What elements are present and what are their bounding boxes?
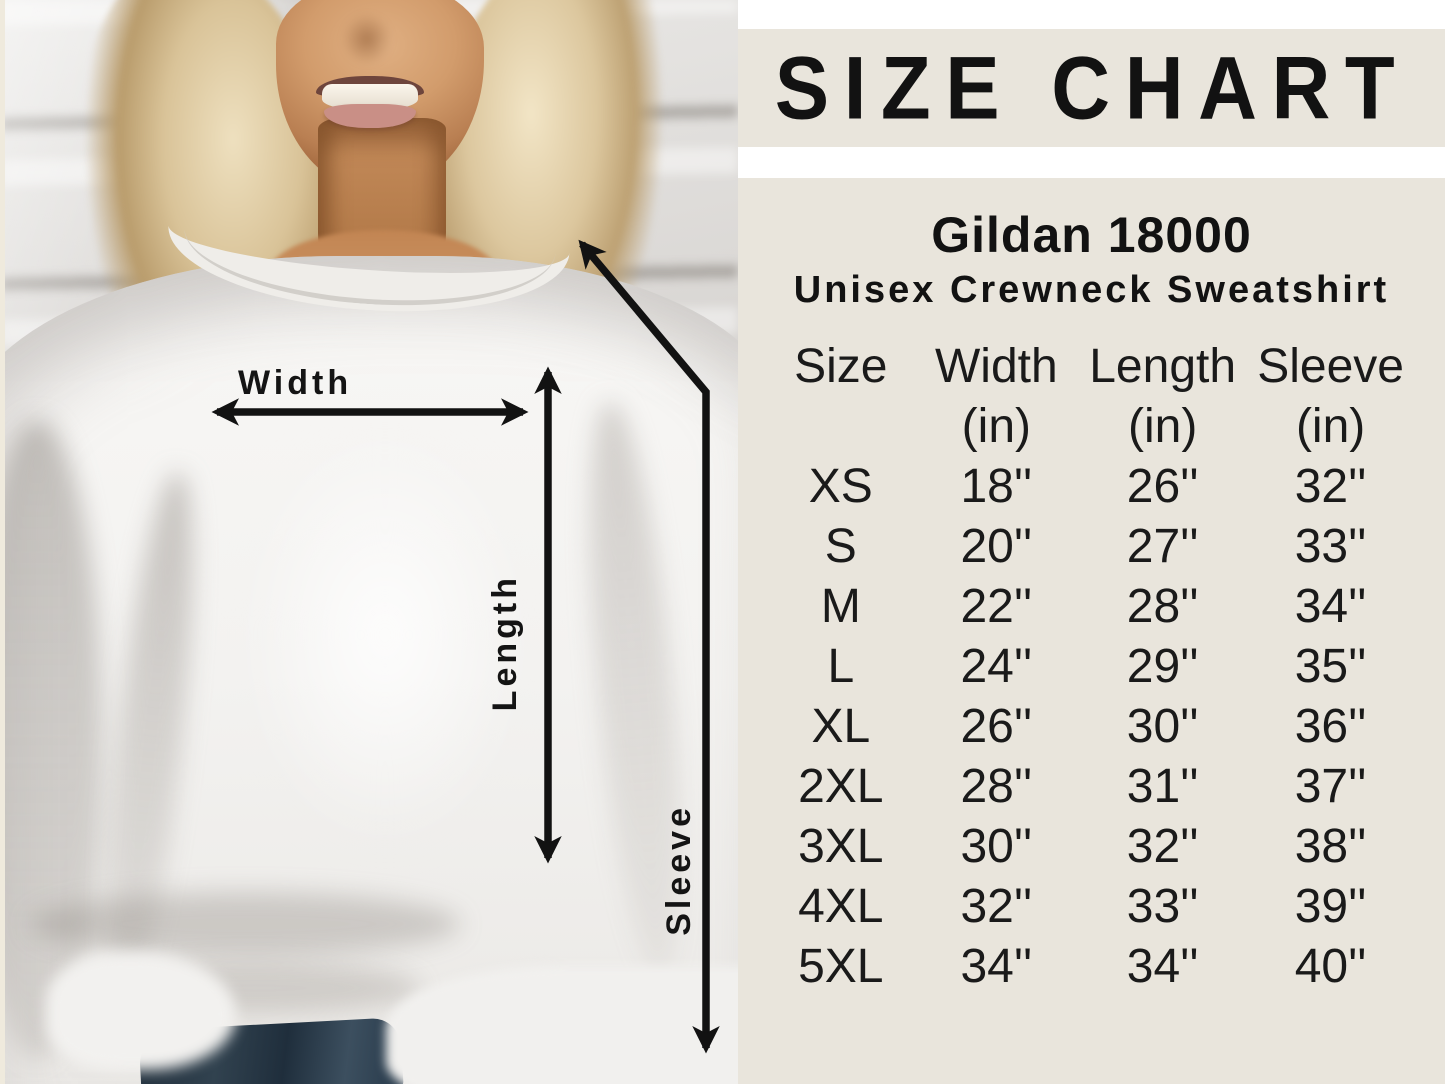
cell-sleeve: 40'' — [1294, 940, 1367, 993]
cell-width: 22'' — [960, 580, 1033, 633]
length-measure-label: Length — [486, 574, 524, 712]
product-subtitle: Unisex Crewneck Sweatshirt — [793, 269, 1390, 311]
cell-size: L — [827, 640, 855, 693]
cell-size: S — [824, 520, 857, 573]
cell-size: M — [820, 580, 861, 633]
cell-sleeve: 33'' — [1294, 520, 1367, 573]
lower-lip — [324, 104, 416, 128]
white-gap-strip — [738, 147, 1445, 178]
cell-sleeve: 37'' — [1294, 760, 1367, 813]
cell-width: 30'' — [960, 820, 1033, 873]
cell-width: 24'' — [960, 640, 1033, 693]
model-nose — [334, 2, 400, 64]
cell-length: 30'' — [1126, 700, 1199, 753]
sweatshirt-fold — [0, 420, 102, 1060]
table-header-row: Size Width Length Sleeve — [768, 337, 1415, 397]
table-unit-row: (in) (in) (in) — [768, 397, 1415, 457]
cell-sleeve: 38'' — [1294, 820, 1367, 873]
size-table: Size Width Length Sleeve (in) (in) (in) … — [768, 337, 1415, 997]
table-row: 4XL 32'' 33'' 39'' — [768, 877, 1415, 937]
cell-width: 26'' — [960, 700, 1033, 753]
width-measure-label: Width — [238, 364, 353, 402]
cell-width: 18'' — [960, 460, 1033, 513]
sweatshirt-hem-fold — [30, 892, 460, 956]
cell-sleeve: 39'' — [1294, 880, 1367, 933]
cell-size: 2XL — [798, 760, 884, 813]
cell-length: 32'' — [1126, 820, 1199, 873]
cell-width: 28'' — [960, 760, 1033, 813]
col-header-width: Width — [934, 340, 1058, 393]
cell-size: 4XL — [798, 880, 884, 933]
cell-width: 20'' — [960, 520, 1033, 573]
cell-length: 26'' — [1126, 460, 1199, 513]
page-title: SIZE CHART — [774, 37, 1409, 138]
size-chart-panel: SIZE CHART Gildan 18000 Unisex Crewneck … — [738, 0, 1445, 1084]
cell-length: 27'' — [1126, 520, 1199, 573]
table-row: 2XL 28'' 31'' 37'' — [768, 757, 1415, 817]
cell-sleeve: 32'' — [1294, 460, 1367, 513]
cell-length: 28'' — [1126, 580, 1199, 633]
cell-size: 5XL — [798, 940, 884, 993]
model-smile — [316, 72, 424, 130]
table-row: XL 26'' 30'' 36'' — [768, 697, 1415, 757]
sleeve-arrow — [578, 239, 720, 1054]
col-header-length: Length — [1089, 340, 1237, 393]
cell-length: 34'' — [1126, 940, 1199, 993]
unit-size — [768, 397, 914, 457]
cell-size: XS — [808, 460, 873, 513]
cell-sleeve: 35'' — [1294, 640, 1367, 693]
cell-size: XL — [811, 700, 871, 753]
col-header-sleeve: Sleeve — [1257, 340, 1404, 393]
cell-length: 33'' — [1126, 880, 1199, 933]
top-white-strip — [738, 0, 1445, 29]
cell-size: 3XL — [798, 820, 884, 873]
table-row: 5XL 34'' 34'' 40'' — [768, 937, 1415, 997]
sleeve-measure-label: Sleeve — [660, 804, 698, 936]
table-row: 3XL 30'' 32'' 38'' — [768, 817, 1415, 877]
table-row: M 22'' 28'' 34'' — [768, 577, 1415, 637]
cell-width: 34'' — [960, 940, 1033, 993]
col-header-size: Size — [794, 340, 888, 393]
cell-width: 32'' — [960, 880, 1033, 933]
sweatshirt-highlight — [240, 420, 530, 850]
cell-length: 29'' — [1126, 640, 1199, 693]
product-name: Gildan 18000 — [931, 207, 1252, 263]
unit-width: (in) — [961, 400, 1031, 453]
cell-length: 31'' — [1126, 760, 1199, 813]
hem-drape — [46, 952, 236, 1070]
cell-sleeve: 34'' — [1294, 580, 1367, 633]
title-band: SIZE CHART — [738, 29, 1445, 147]
unit-sleeve: (in) — [1295, 400, 1366, 453]
table-row: XS 18'' 26'' 32'' — [768, 457, 1415, 517]
cell-sleeve: 36'' — [1294, 700, 1367, 753]
table-row: S 20'' 27'' 33'' — [768, 517, 1415, 577]
measurement-arrows — [211, 239, 720, 1054]
unit-length: (in) — [1127, 400, 1198, 453]
table-row: L 24'' 29'' 35'' — [768, 637, 1415, 697]
chart-area: Gildan 18000 Unisex Crewneck Sweatshirt … — [738, 178, 1445, 1084]
model-photo: Width Length Sleeve — [0, 0, 738, 1084]
photo-left-border — [0, 0, 5, 1084]
